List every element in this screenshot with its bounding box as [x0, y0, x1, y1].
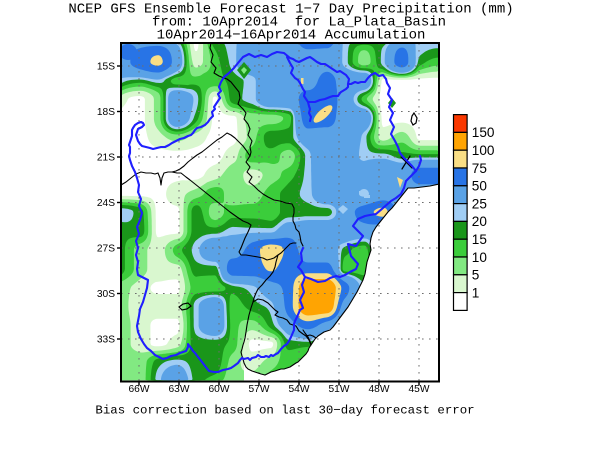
svg-text:Bias correction based on last: Bias correction based on last 30−day for…	[95, 404, 474, 418]
svg-text:10: 10	[472, 250, 488, 265]
svg-text:50: 50	[472, 179, 488, 194]
svg-text:54W: 54W	[289, 384, 310, 395]
svg-text:45W: 45W	[409, 384, 430, 395]
svg-text:15: 15	[472, 232, 487, 247]
svg-text:5: 5	[472, 268, 480, 283]
svg-text:from: 10Apr2014 for La_Plata_: from: 10Apr2014 for La_Plata_Basin	[152, 15, 446, 31]
svg-text:57W: 57W	[249, 384, 270, 395]
svg-text:150: 150	[472, 125, 495, 140]
svg-text:100: 100	[472, 143, 495, 158]
svg-text:27S: 27S	[97, 244, 115, 255]
svg-text:10Apr2014−16Apr2014 Accumulati: 10Apr2014−16Apr2014 Accumulation	[157, 28, 426, 44]
svg-text:20: 20	[472, 214, 488, 229]
svg-text:33S: 33S	[97, 335, 115, 346]
svg-text:75: 75	[472, 161, 487, 176]
svg-text:48W: 48W	[369, 384, 390, 395]
svg-text:18S: 18S	[97, 107, 115, 118]
svg-text:1: 1	[472, 285, 480, 300]
svg-text:25: 25	[472, 196, 487, 211]
svg-text:60W: 60W	[209, 384, 230, 395]
svg-text:66W: 66W	[129, 384, 150, 395]
svg-text:21S: 21S	[97, 153, 115, 164]
svg-text:63W: 63W	[169, 384, 190, 395]
svg-text:15S: 15S	[97, 62, 115, 73]
svg-text:24S: 24S	[97, 198, 115, 209]
svg-text:30S: 30S	[97, 289, 115, 300]
svg-text:NCEP GFS Ensemble Forecast 1−7: NCEP GFS Ensemble Forecast 1−7 Day Preci…	[68, 2, 513, 18]
svg-text:51W: 51W	[329, 384, 350, 395]
